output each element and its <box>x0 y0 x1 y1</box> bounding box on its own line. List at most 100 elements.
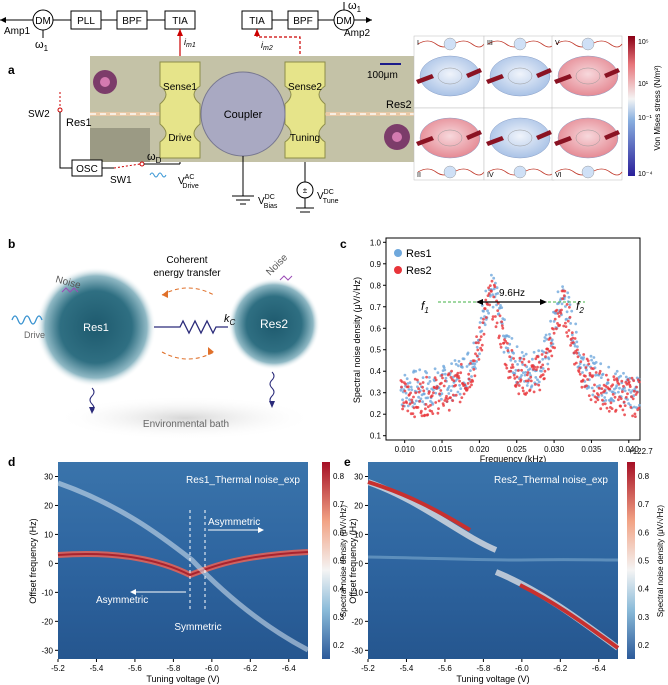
v-bias: VDC Bias <box>258 194 278 210</box>
spectrum-point <box>431 412 435 415</box>
spectrum-point <box>510 349 514 352</box>
spectrum-point <box>522 357 526 361</box>
spectrum-point <box>617 398 620 402</box>
spectrum-point <box>426 413 430 417</box>
spectrum-point <box>426 405 430 409</box>
spectrum-point <box>506 347 510 350</box>
spectrum-point <box>589 354 593 358</box>
spectrum-point <box>428 390 431 394</box>
d-asym-bottom: Asymmetric <box>96 595 148 606</box>
e-axes-xtick-1: -5.4 <box>400 664 414 673</box>
spectrum-point <box>568 315 572 319</box>
spectrum-point <box>515 345 519 348</box>
spectrum-point <box>459 371 463 375</box>
spectrum-point <box>445 400 449 403</box>
d-axes-ytick-3: 0 <box>49 559 54 568</box>
spectrum-point <box>582 363 586 367</box>
spectrum-point <box>564 325 568 328</box>
e-cbar-label: Spectral noise density (μV/√Hz) <box>656 505 665 617</box>
spectrum-point <box>410 388 414 392</box>
amp2-label: Amp2 <box>344 28 371 39</box>
spectrum-point <box>627 380 631 384</box>
panel-label-d: d <box>8 455 15 469</box>
fem-mode-I: I <box>413 35 485 109</box>
spectrum-point <box>406 385 410 389</box>
spectrum-point <box>454 393 458 397</box>
panel-label-c: c <box>340 237 347 251</box>
spectrum-point <box>459 362 463 366</box>
spectrum-point <box>611 393 615 396</box>
spectrum-point <box>585 368 588 372</box>
spectrum-point <box>552 327 555 331</box>
heatmap-e-axes: 30 20 10 0 -10 -20 -30 -5.2 -5.4 -5.6 -5.8 -6.0 -6.2… <box>351 472 606 673</box>
spectrum-point <box>424 407 427 411</box>
spectrum-point <box>587 362 591 366</box>
spectrum-point <box>601 372 605 376</box>
e-cticks-1: 0.7 <box>638 500 650 509</box>
spectrum-point <box>523 363 527 367</box>
d-trace-res1-core <box>57 551 309 577</box>
coupler-label: Coupler <box>224 109 263 121</box>
heatmap-d-axes: 30 20 10 0 -10 -20 -30 -5.2 -5.4 -5.6 -5.8 -6.0 -6.2… <box>41 472 296 673</box>
noise-right-label: Noise <box>264 252 290 278</box>
spectrum-point <box>547 357 551 361</box>
spectrum-point <box>453 359 457 362</box>
spectrum-point <box>491 293 494 296</box>
spectrum-point <box>451 399 455 402</box>
bpf-right-label: BPF <box>293 16 312 27</box>
spectrum-point <box>604 399 608 402</box>
spectrum-point <box>579 360 583 363</box>
spectrum-point <box>492 276 496 280</box>
spectrum-point <box>591 374 595 378</box>
spectrum-point <box>605 391 608 395</box>
spectrum-point <box>581 378 585 382</box>
spectrum-point <box>406 382 410 385</box>
e-axes-ytick-5: -20 <box>351 617 363 626</box>
res2-label: Res2 <box>386 99 412 111</box>
spectrum-point <box>480 343 484 347</box>
spectrum-point <box>462 392 466 396</box>
d-axes-ytick-2: 10 <box>44 530 53 539</box>
spectrum-point <box>543 339 546 343</box>
spectrum-point <box>638 403 641 407</box>
spectrum-point <box>562 324 566 328</box>
spectrum-point <box>433 386 436 389</box>
spectrum-point <box>511 365 515 369</box>
spectrum-point <box>623 389 627 393</box>
d-axes-xtick-2: -5.6 <box>128 664 142 673</box>
spectrum-point <box>430 394 434 398</box>
spectrum-point <box>634 415 637 418</box>
tia-right-label: TIA <box>249 16 265 27</box>
spectrum-point <box>411 412 415 415</box>
spectrum-point <box>405 396 408 400</box>
spectrum-point <box>520 360 524 364</box>
spectrum-point <box>629 406 633 409</box>
spectrum-point <box>530 384 534 388</box>
spectrum-point <box>473 374 477 378</box>
spectrum-point <box>620 379 624 383</box>
spectrum-point <box>432 388 435 392</box>
omega1-right: ω1 <box>348 0 362 14</box>
spectrum-point <box>603 396 607 399</box>
spectrum-point <box>595 385 599 388</box>
f2-label: f2 <box>576 299 584 315</box>
spectrum-point <box>528 388 532 392</box>
spectrum-point <box>458 400 462 404</box>
fem-label-I: I <box>417 40 419 47</box>
spectrum-point <box>507 335 511 338</box>
spectrum-point <box>624 375 628 379</box>
spectrum-point <box>414 391 418 395</box>
spectrum-point <box>502 350 506 354</box>
spectrum-point <box>599 407 603 411</box>
coupling-spring <box>154 319 228 335</box>
spectrum-point <box>450 362 453 365</box>
spectrum-point <box>624 395 628 399</box>
spectrum-point <box>544 355 547 359</box>
spectrum-point <box>417 390 421 394</box>
spectrum-point <box>488 284 492 287</box>
spectrum-point <box>490 290 493 293</box>
spectrum-point <box>508 355 512 359</box>
spectrum-point <box>560 302 564 306</box>
spectrum-point <box>571 336 575 340</box>
